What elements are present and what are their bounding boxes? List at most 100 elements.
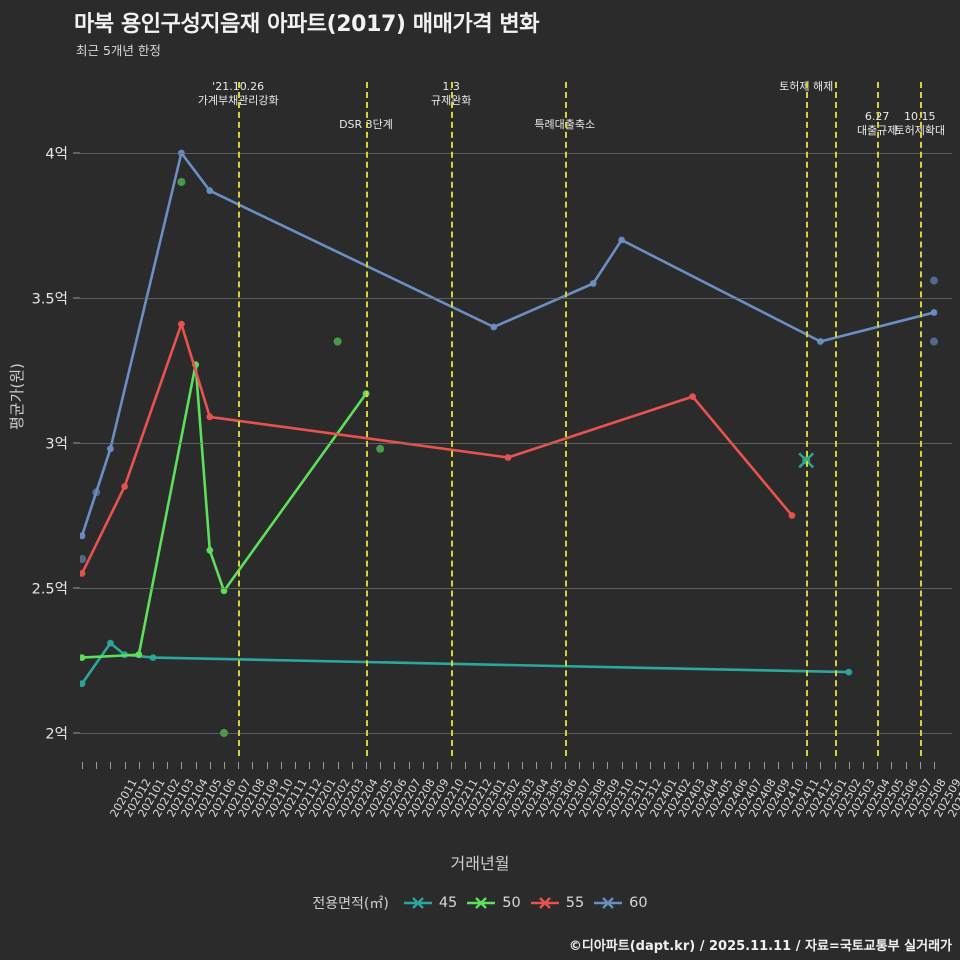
data-point-isolated [376,444,385,453]
x-tick-mark [848,762,850,769]
data-point [504,454,512,461]
data-point [149,654,157,661]
legend-label: 55 [565,895,585,911]
x-tick-mark [309,762,311,769]
x-tick-mark [238,762,240,769]
x-tick-mark [863,762,864,769]
x-tick-mark [380,762,382,769]
y-tick-label: 3.5억 [31,291,68,308]
x-tick-mark [635,762,637,769]
grid-line [80,298,952,299]
y-tick-mark [73,152,80,154]
grid-line [80,153,952,154]
data-point-isolated [177,178,186,186]
x-tick-mark [153,762,154,769]
x-tick-mark [465,762,467,769]
x-tick-mark [792,762,793,769]
data-point [930,309,938,316]
series-layer [80,149,938,737]
data-point [618,236,625,244]
x-tick-mark [181,762,183,769]
data-point [206,413,214,421]
grid-line [80,588,952,589]
x-tick-mark [706,762,708,769]
y-tick-mark [73,297,80,299]
x-tick-mark [167,762,169,769]
x-tick-mark [209,762,211,769]
x-tick-mark [664,762,666,769]
event-marker-line [451,82,454,756]
x-tick-mark [195,762,197,769]
x-axis-label: 거래년월 [450,854,510,873]
x-tick-mark [96,762,98,769]
x-tick-mark [366,762,367,769]
legend-item-55[interactable]: 55 [530,895,584,911]
data-point-isolated [80,555,86,563]
event-date: '21.10.26 [212,80,265,93]
x-tick-mark [508,762,509,769]
footer-credit: ©디아파트(dapt.kr) / 2025.11.11 / 자료=국토교통부 실… [568,939,952,954]
x-tick-mark [408,762,410,769]
legend-marker-icon [403,897,432,909]
x-tick-mark [110,762,112,769]
data-point [490,323,498,331]
data-point [689,393,696,400]
event-marker-line [238,82,241,756]
legend-label: 60 [629,895,648,911]
event-marker-line [877,82,880,756]
y-tick-label: 4억 [45,146,68,163]
grid-line [80,733,952,734]
x-tick-mark [806,762,808,769]
x-tick-mark [579,762,580,769]
event-date: 10.15 [904,110,936,123]
x-tick-mark [834,762,836,769]
x-tick-mark [678,762,680,769]
x-tick-mark [82,762,83,769]
chart-subtitle: 최근 5개년 한정 [76,43,161,58]
x-tick-mark [266,762,268,769]
y-tick-label: 2억 [45,726,68,743]
x-tick-mark [891,762,893,769]
x-tick-mark [721,762,722,769]
x-tick-mark [437,762,438,769]
data-point [788,512,796,519]
x-tick-mark [451,762,453,769]
y-axis-label: 평균가(원) [8,363,26,430]
data-point-isolated [92,488,101,497]
x-tick-mark [479,762,481,769]
series-line [80,322,794,575]
event-date: 6.27 [864,110,890,123]
data-point [80,680,86,688]
x-tick-mark [777,762,779,769]
x-tick-mark [877,762,879,769]
data-point [80,654,86,661]
x-tick-mark [692,762,694,769]
x-tick-mark [536,762,538,769]
legend-item-60[interactable]: 60 [593,895,648,911]
legend-item-45[interactable]: 45 [403,895,457,911]
legend-item-50[interactable]: 50 [466,895,521,911]
series-60 [80,149,938,563]
event-marker-line [834,82,837,756]
event-marker-line [366,82,368,756]
data-point [107,445,114,453]
data-point [220,587,228,595]
legend-title: 전용면적(㎡) [312,896,389,912]
plot-area [80,82,952,762]
x-tick-mark [280,762,282,769]
x-tick-mark [138,762,140,769]
event-marker-line [919,82,922,756]
x-tick-mark [550,762,552,769]
data-point-isolated [333,337,342,346]
data-point [845,668,853,676]
x-tick-mark [593,762,595,769]
x-tick-mark [735,762,737,769]
data-point [589,280,597,287]
data-point [178,320,185,328]
data-point [135,651,143,659]
series-55 [80,320,796,577]
data-point [206,546,214,554]
x-tick-mark [621,762,623,769]
event-date: 1.3 [442,80,460,93]
